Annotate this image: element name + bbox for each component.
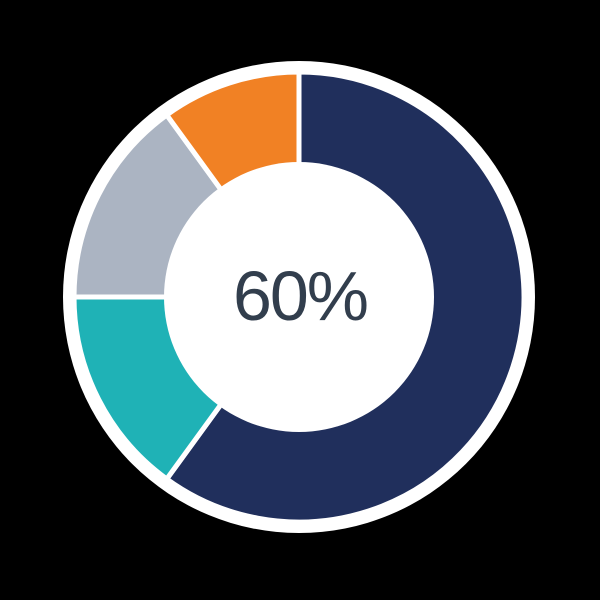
donut-hole: [164, 162, 434, 432]
